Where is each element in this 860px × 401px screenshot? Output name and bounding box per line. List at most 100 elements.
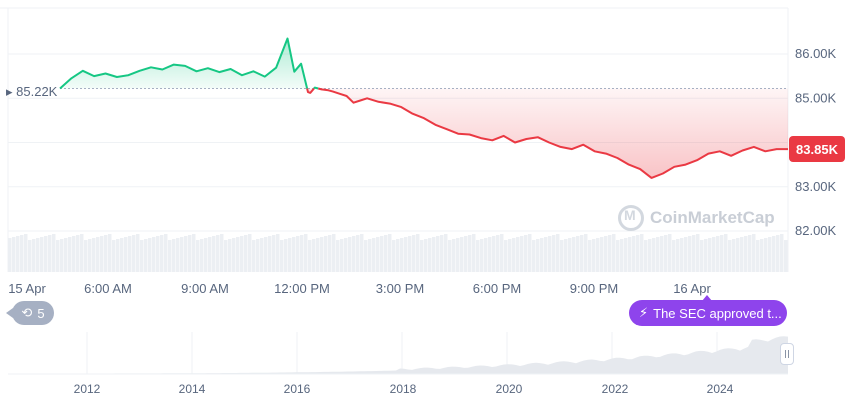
volume-bar	[184, 236, 188, 272]
volume-bar	[256, 239, 260, 272]
volume-bar	[188, 235, 192, 272]
volume-bar	[492, 236, 496, 272]
volume-bar	[420, 240, 424, 272]
volume-bar	[440, 235, 444, 272]
volume-bar	[460, 237, 464, 272]
volume-bar	[96, 237, 100, 272]
volume-bar	[700, 240, 704, 272]
x-tick-label: 9:00 AM	[181, 281, 229, 296]
volume-bar	[228, 239, 232, 272]
volume-bar	[720, 235, 724, 272]
volume-bar	[72, 236, 76, 272]
volume-bar	[576, 236, 580, 272]
navigator-year-label: 2020	[496, 382, 523, 396]
navigator[interactable]: 2012 2014 2016 2018 2020 2022 2024	[8, 332, 788, 396]
volume-bar	[320, 237, 324, 272]
volume-bar	[508, 239, 512, 272]
price-line-up	[59, 37, 309, 90]
volume-bar	[672, 240, 676, 272]
volume-bar	[68, 237, 72, 272]
volume-bar	[204, 238, 208, 272]
volume-bar	[148, 238, 152, 272]
volume-bar	[412, 235, 416, 272]
volume-bar	[80, 234, 84, 272]
y-tick-label: 86.00K	[795, 46, 837, 61]
volume-bar	[780, 234, 784, 272]
volume-bar	[620, 239, 624, 272]
volume-bar	[640, 234, 644, 272]
volume-bar	[568, 238, 572, 272]
volume-bar	[608, 235, 612, 272]
navigator-year-label: 2018	[390, 382, 417, 396]
volume-bar	[108, 234, 112, 272]
volume-bar	[92, 238, 96, 272]
volume-bar	[112, 240, 116, 272]
volume-bar	[364, 240, 368, 272]
x-tick-label: 15 Apr	[8, 281, 46, 296]
volume-bar	[240, 236, 244, 272]
volume-bar	[688, 236, 692, 272]
volume-bar	[344, 238, 348, 272]
volume-bar	[772, 236, 776, 272]
volume-bar	[660, 236, 664, 272]
volume-bar	[668, 234, 672, 272]
volume-bar	[76, 235, 80, 272]
volume-bar	[8, 238, 12, 272]
volume-bar	[764, 238, 768, 272]
volume-bar	[480, 239, 484, 272]
volume-bars	[8, 234, 788, 272]
volume-bar	[632, 236, 636, 272]
volume-bar	[52, 234, 56, 272]
navigator-year-label: 2022	[602, 382, 629, 396]
lightning-icon: ⚡	[639, 305, 649, 320]
x-tick-label: 12:00 PM	[274, 281, 330, 296]
volume-bar	[300, 235, 304, 272]
volume-bar	[276, 234, 280, 272]
volume-bar	[12, 237, 16, 272]
news-event-button[interactable]: ⚡ The SEC approved t...	[629, 295, 787, 326]
volume-bar	[496, 235, 500, 272]
volume-bar	[28, 240, 32, 272]
volume-bar	[56, 240, 60, 272]
volume-bar	[504, 240, 508, 272]
volume-bar	[656, 237, 660, 272]
volume-bar	[104, 235, 108, 272]
volume-bar	[136, 234, 140, 272]
volume-bar	[404, 237, 408, 272]
volume-bar	[628, 237, 632, 272]
navigator-handle[interactable]	[780, 343, 794, 365]
volume-bar	[560, 240, 564, 272]
x-tick-label: 9:00 PM	[570, 281, 618, 296]
volume-bar	[156, 236, 160, 272]
volume-bar	[544, 237, 548, 272]
volume-bar	[676, 239, 680, 272]
volume-bar	[132, 235, 136, 272]
volume-bar	[284, 239, 288, 272]
volume-bar	[716, 236, 720, 272]
volume-bar	[664, 235, 668, 272]
volume-bar	[224, 240, 228, 272]
volume-bar	[728, 240, 732, 272]
history-button[interactable]: ⟲ 5	[6, 301, 54, 325]
volume-bar	[708, 238, 712, 272]
price-line-down	[317, 87, 788, 179]
volume-bar	[520, 236, 524, 272]
coinmarketcap-logo-icon	[618, 205, 644, 231]
volume-bar	[580, 235, 584, 272]
volume-bar	[476, 240, 480, 272]
volume-bar	[516, 237, 520, 272]
volume-bar	[436, 236, 440, 272]
volume-bar	[220, 234, 224, 272]
volume-bar	[648, 239, 652, 272]
volume-bar	[596, 238, 600, 272]
volume-bar	[24, 234, 28, 272]
volume-bar	[268, 236, 272, 272]
volume-bar	[152, 237, 156, 272]
volume-bar	[448, 240, 452, 272]
volume-bar	[196, 240, 200, 272]
volume-bar	[732, 239, 736, 272]
volume-bar	[692, 235, 696, 272]
watermark: CoinMarketCap	[618, 205, 775, 231]
volume-bar	[748, 235, 752, 272]
